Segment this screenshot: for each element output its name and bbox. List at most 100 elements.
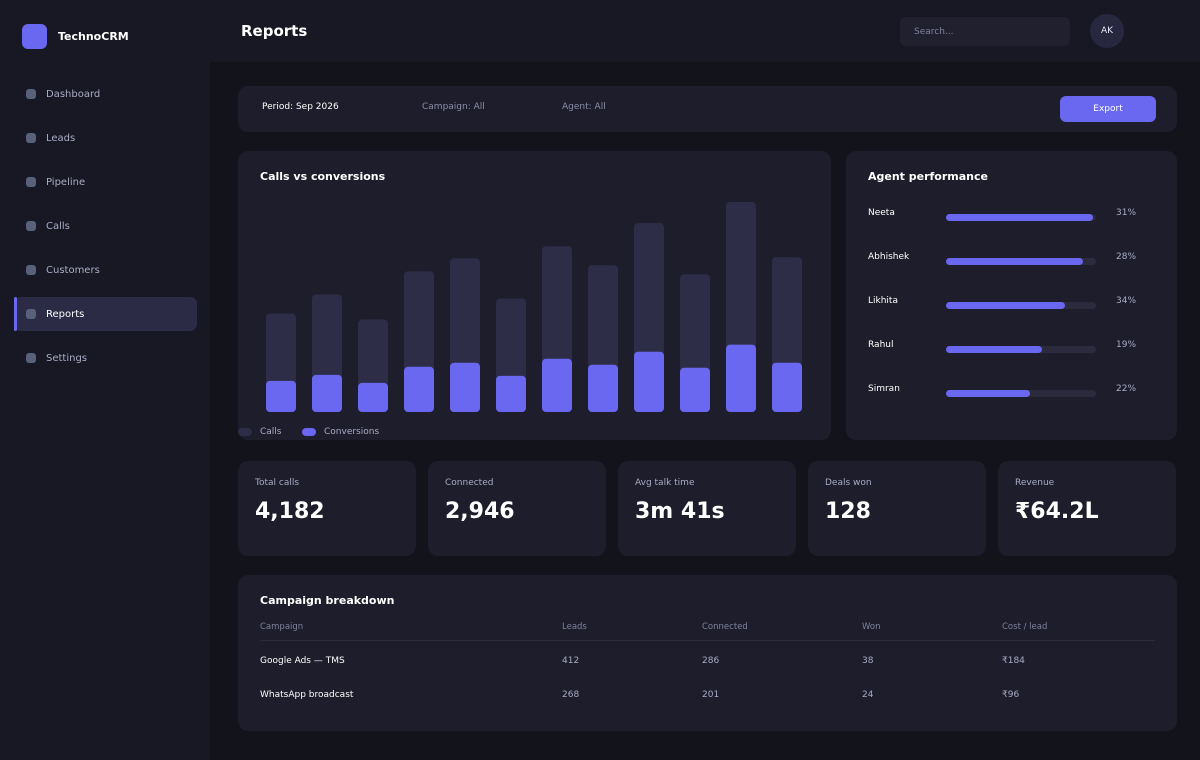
agent-name: Simran — [868, 384, 900, 394]
agent-row-abhishek[interactable]: Abhishek 28% — [868, 252, 1158, 266]
agent-performance-title: Agent performance — [868, 170, 988, 183]
agent-row-neeta[interactable]: Neeta 31% — [868, 208, 1158, 222]
sidebar-item-leads[interactable]: Leads — [14, 121, 197, 155]
agent-bar-track — [946, 214, 1096, 221]
agent-filter[interactable]: Agent: All — [562, 102, 606, 112]
table-cell: 412 — [562, 656, 580, 666]
stat-label: Total calls — [255, 478, 300, 488]
table-cell: Google Ads — TMS — [260, 656, 345, 666]
search-input[interactable] — [900, 17, 1070, 46]
stat-label: Avg talk time — [635, 478, 695, 488]
table-cell: WhatsApp broadcast — [260, 690, 354, 700]
agent-percentage: 19% — [1116, 340, 1137, 350]
campaign-filter[interactable]: Campaign: All — [422, 102, 485, 112]
calls-icon — [26, 221, 36, 231]
column-header-won[interactable]: Won — [862, 622, 881, 632]
stat-label: Connected — [445, 478, 494, 488]
sidebar-item-calls[interactable]: Calls — [14, 209, 197, 243]
conversions-bar — [542, 358, 572, 412]
agent-percentage: 22% — [1116, 384, 1137, 394]
table-cell: 24 — [862, 690, 874, 700]
stat-card-avg-talk-time: Avg talk time 3m 41s — [618, 461, 796, 556]
brand-name: TechnoCRM — [58, 30, 129, 43]
export-button[interactable]: Export — [1060, 96, 1156, 122]
sidebar-item-customers[interactable]: Customers — [14, 253, 197, 287]
agent-bar-track — [946, 346, 1096, 353]
table-divider — [260, 640, 1155, 641]
conversions-bar — [726, 344, 756, 412]
agent-bar-track — [946, 258, 1096, 265]
agent-percentage: 28% — [1116, 252, 1137, 262]
table-cell: 286 — [702, 656, 720, 666]
agent-performance-card: Agent performance Neeta 31% Abhishek 28%… — [846, 151, 1177, 440]
column-header-cost-per-lead[interactable]: Cost / lead — [1002, 622, 1048, 632]
agent-bar-fill — [946, 258, 1083, 265]
stat-card-connected: Connected 2,946 — [428, 461, 606, 556]
pipeline-icon — [26, 177, 36, 187]
conversions-bar — [312, 374, 342, 412]
column-header-campaign[interactable]: Campaign — [260, 622, 304, 632]
sidebar-item-settings[interactable]: Settings — [14, 341, 197, 375]
agent-bar-track — [946, 390, 1096, 397]
sidebar-item-dashboard[interactable]: Dashboard — [14, 77, 197, 111]
agent-percentage: 34% — [1116, 296, 1137, 306]
chart-title: Calls vs conversions — [260, 170, 386, 183]
stat-card-revenue: Revenue ₹64.2L — [998, 461, 1176, 556]
calls-chart: Calls Conversions — [238, 202, 802, 437]
legend-swatch — [238, 428, 252, 436]
table-cell: ₹184 — [1002, 656, 1025, 666]
period-filter[interactable]: Period: Sep 2026 — [262, 102, 339, 112]
conversions-bar — [358, 382, 388, 412]
sidebar-item-label: Settings — [46, 352, 88, 364]
agent-percentage: 31% — [1116, 208, 1137, 218]
agent-bar-fill — [946, 390, 1030, 397]
sidebar-item-label: Leads — [46, 132, 76, 144]
filter-bar: Period: Sep 2026 Campaign: All Agent: Al… — [238, 86, 1177, 132]
leads-icon — [26, 133, 36, 143]
conversions-bar — [404, 366, 434, 412]
sidebar: TechnoCRM Dashboard Leads Pipeline Calls… — [0, 0, 210, 760]
stat-card-total-calls: Total calls 4,182 — [238, 461, 416, 556]
agent-bar-fill — [946, 302, 1065, 309]
agent-bar-fill — [946, 346, 1042, 353]
brand-logo-icon — [22, 24, 47, 49]
agent-row-simran[interactable]: Simran 22% — [868, 384, 1158, 398]
column-header-connected[interactable]: Connected — [702, 622, 748, 632]
sidebar-item-reports[interactable]: Reports — [14, 297, 197, 331]
reports-icon — [26, 309, 36, 319]
conversions-bar — [634, 351, 664, 412]
legend-label: Calls — [260, 427, 282, 437]
header: Reports AK — [210, 0, 1200, 62]
stat-value: 3m 41s — [635, 499, 725, 524]
conversions-bar — [266, 380, 296, 412]
sidebar-item-label: Calls — [46, 220, 70, 232]
settings-icon — [26, 353, 36, 363]
campaign-breakdown-title: Campaign breakdown — [260, 594, 395, 607]
calls-chart-card: Calls vs conversions Calls Conversions — [238, 151, 831, 440]
table-cell: ₹96 — [1002, 690, 1020, 700]
conversions-bar — [588, 364, 618, 412]
conversions-bar — [772, 362, 802, 412]
stat-value: 2,946 — [445, 499, 515, 524]
agent-bar-track — [946, 302, 1096, 309]
sidebar-item-label: Dashboard — [46, 88, 101, 100]
stat-card-deals-won: Deals won 128 — [808, 461, 986, 556]
agent-row-rahul[interactable]: Rahul 19% — [868, 340, 1158, 354]
column-header-leads[interactable]: Leads — [562, 622, 587, 632]
brand[interactable]: TechnoCRM — [22, 24, 129, 49]
conversions-bar — [496, 375, 526, 412]
stat-label: Deals won — [825, 478, 872, 488]
stat-value: ₹64.2L — [1015, 499, 1099, 524]
stat-value: 4,182 — [255, 499, 325, 524]
legend-label: Conversions — [324, 427, 379, 437]
agent-name: Abhishek — [868, 252, 910, 262]
agent-row-likhita[interactable]: Likhita 34% — [868, 296, 1158, 310]
campaign-breakdown-card: Campaign breakdown Campaign Leads Connec… — [238, 575, 1177, 731]
sidebar-item-label: Customers — [46, 264, 100, 276]
avatar[interactable]: AK — [1090, 14, 1124, 48]
sidebar-nav: Dashboard Leads Pipeline Calls Customers… — [14, 77, 197, 385]
agent-bar-fill — [946, 214, 1093, 221]
sidebar-item-pipeline[interactable]: Pipeline — [14, 165, 197, 199]
legend-swatch — [302, 428, 316, 436]
agent-name: Rahul — [868, 340, 894, 350]
